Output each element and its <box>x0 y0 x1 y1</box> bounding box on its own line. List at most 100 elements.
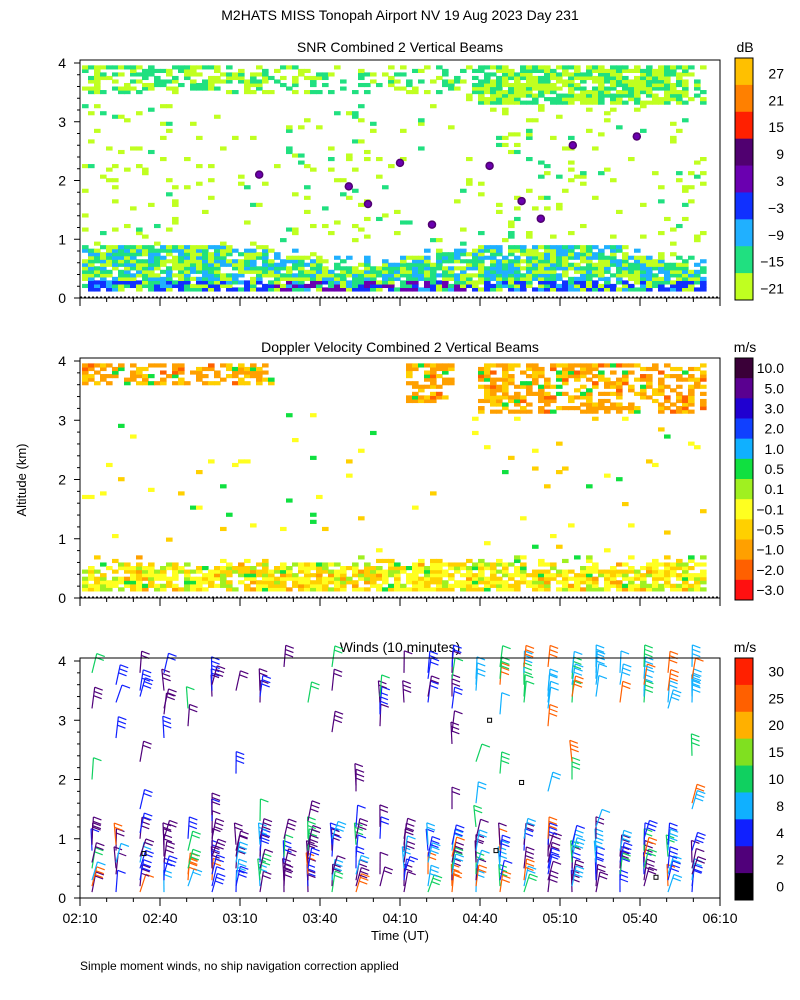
velocity-cell <box>352 583 359 588</box>
snr-cell <box>652 259 659 264</box>
velocity-cell <box>682 409 689 414</box>
velocity-cell <box>280 569 287 574</box>
velocity-cell <box>676 377 683 382</box>
velocity-cell <box>598 406 605 411</box>
snr-cell <box>172 220 179 225</box>
velocity-cell <box>322 566 329 571</box>
snr-cell <box>604 79 611 84</box>
snr-cell <box>436 259 443 264</box>
velocity-cell <box>424 583 431 588</box>
snr-cell <box>568 245 575 250</box>
snr-cell <box>700 171 707 176</box>
snr-cell <box>214 245 221 250</box>
snr-cell <box>322 82 329 88</box>
snr-cell <box>142 273 149 278</box>
snr-cell <box>100 72 107 77</box>
snr-cell <box>544 82 551 88</box>
snr-cell <box>700 287 707 292</box>
snr-cell <box>490 90 497 95</box>
snr-cell <box>670 287 677 292</box>
velocity-cell <box>202 587 209 592</box>
snr-cell <box>118 72 125 77</box>
snr-cell <box>244 283 251 289</box>
velocity-cell <box>610 402 617 407</box>
snr-cell <box>448 273 455 278</box>
snr-cell <box>472 280 479 285</box>
velocity-cell <box>184 562 191 567</box>
wind-barb <box>619 663 632 685</box>
snr-cell <box>484 245 491 250</box>
velocity-cell <box>262 370 269 375</box>
snr-cell <box>94 68 101 73</box>
snr-cell <box>574 82 581 88</box>
velocity-cell <box>574 363 581 368</box>
velocity-cell <box>628 406 635 411</box>
snr-cell <box>226 245 233 250</box>
snr-cell <box>532 269 539 274</box>
snr-cell <box>544 276 551 281</box>
wind-barb <box>258 668 268 691</box>
velocity-cell <box>628 566 635 571</box>
velocity-cell <box>502 573 509 578</box>
snr-cell <box>628 262 635 267</box>
velocity-cell <box>484 388 491 393</box>
velocity-cell <box>262 377 269 382</box>
snr-cell <box>658 199 665 204</box>
velocity-cell <box>238 569 245 574</box>
velocity-cell <box>220 558 227 564</box>
velocity-cell <box>262 573 269 578</box>
snr-cell <box>508 90 515 95</box>
velocity-cell <box>304 566 311 571</box>
snr-cell <box>154 252 161 257</box>
snr-cell <box>688 276 695 281</box>
snr-cell <box>298 153 305 158</box>
velocity-cell <box>658 384 665 389</box>
snr-cell <box>334 287 341 292</box>
snr-cell <box>670 241 677 246</box>
snr-cell <box>640 68 647 73</box>
snr-cell <box>682 283 689 289</box>
snr-cell <box>148 86 155 91</box>
snr-cell <box>568 276 575 281</box>
snr-cell <box>130 86 137 91</box>
snr-cell <box>370 276 377 281</box>
velocity-cell <box>238 566 245 571</box>
snr-cell <box>592 269 599 274</box>
snr-cell <box>484 280 491 285</box>
snr-cell <box>106 167 113 172</box>
snr-cell <box>568 72 575 77</box>
snr-cell <box>580 276 587 281</box>
velocity-cell <box>586 370 593 375</box>
snr-cell <box>106 259 113 264</box>
snr-cell <box>634 269 641 274</box>
snr-cell <box>112 114 119 119</box>
snr-cell <box>190 287 197 292</box>
snr-cell <box>538 174 545 179</box>
snr-cell <box>148 107 155 112</box>
snr-cell <box>310 283 317 289</box>
snr-cell <box>490 252 497 257</box>
snr-cell <box>424 248 431 253</box>
velocity-cell <box>550 566 557 571</box>
snr-cell <box>502 283 509 289</box>
snr-cell <box>640 100 647 105</box>
wind-barb <box>187 703 198 727</box>
snr-cell <box>316 125 323 130</box>
snr-cell <box>544 79 551 84</box>
snr-cell <box>190 79 197 84</box>
snr-cell <box>682 82 689 88</box>
colorbar-swatch <box>735 58 753 86</box>
snr-cell <box>496 262 503 267</box>
snr-cell <box>142 283 149 289</box>
snr-cell <box>538 245 545 250</box>
snr-cell <box>562 68 569 73</box>
velocity-cell <box>604 583 611 588</box>
velocity-cell <box>688 391 695 396</box>
velocity-cell <box>688 555 695 560</box>
velocity-cell <box>514 587 521 592</box>
velocity-cell <box>502 377 509 382</box>
velocity-cell <box>574 406 581 411</box>
snr-cell <box>208 195 215 200</box>
